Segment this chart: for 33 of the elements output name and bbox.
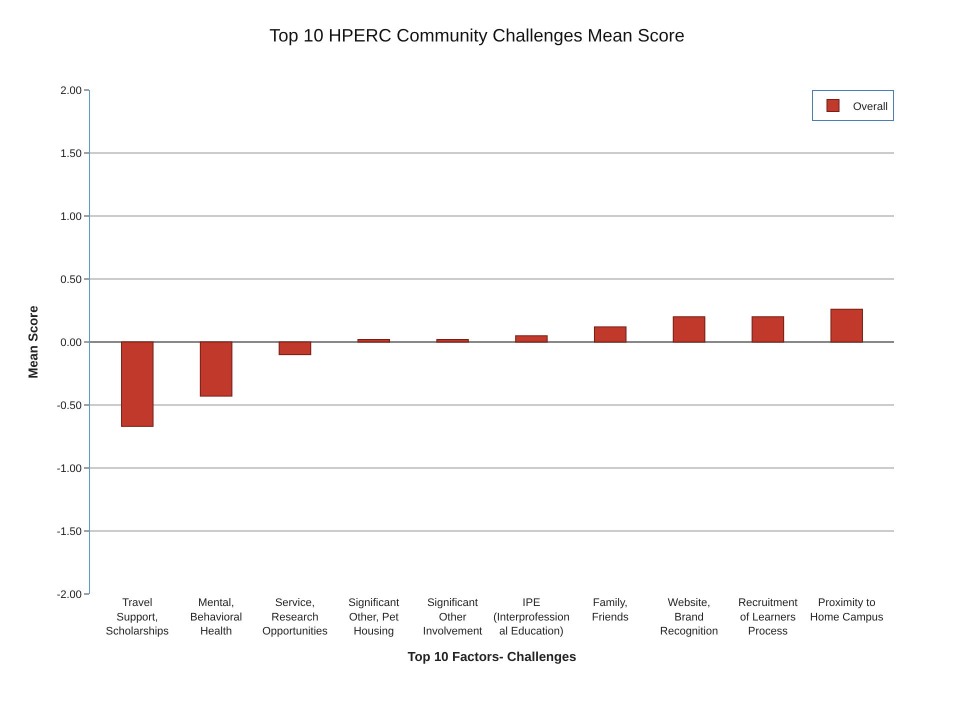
y-tick-label: -0.50 (56, 400, 82, 412)
chart-title: Top 10 HPERC Community Challenges Mean Score (269, 26, 685, 46)
bar (436, 338, 469, 342)
y-axis-title: Mean Score (26, 306, 41, 378)
y-tick-label: 1.00 (60, 210, 82, 223)
x-tick-label: Website, Brand Recognition (660, 597, 718, 638)
x-tick-label: IPE (Interprofession al Education) (493, 597, 570, 638)
bar (672, 316, 706, 342)
y-tick-label: -2.00 (56, 588, 82, 601)
y-tick-label: -1.50 (56, 526, 82, 538)
bar (121, 342, 154, 427)
bar (358, 338, 390, 342)
bar (830, 308, 863, 342)
bar (515, 335, 548, 342)
x-tick-label: Significant Other, Pet Housing (348, 597, 400, 638)
y-tick-label: 1.50 (60, 148, 82, 160)
x-tick-label: Proximity to Home Campus (810, 597, 884, 624)
legend-label: Overall (853, 100, 888, 113)
x-tick-label: Travel Support, Scholarships (106, 597, 170, 638)
y-tick-label: -1.00 (56, 462, 82, 475)
bar (752, 316, 784, 342)
x-axis-title: Top 10 Factors- Challenges (408, 649, 576, 664)
x-tick-label: Recruitment of Learners Process (738, 597, 798, 638)
y-tick-label: 0.00 (60, 336, 82, 349)
x-tick-label: Family, Friends (592, 597, 630, 624)
x-tick-label: Mental, Behavioral Health (190, 597, 242, 638)
y-tick-label: 2.00 (60, 84, 82, 97)
bar (278, 342, 312, 356)
x-tick-label: Service, Research Opportunities (262, 597, 328, 638)
bar (594, 326, 626, 342)
y-tick-label: 0.50 (60, 274, 82, 286)
bar (200, 342, 232, 397)
x-tick-label: Significant Other Involvement (422, 597, 482, 638)
